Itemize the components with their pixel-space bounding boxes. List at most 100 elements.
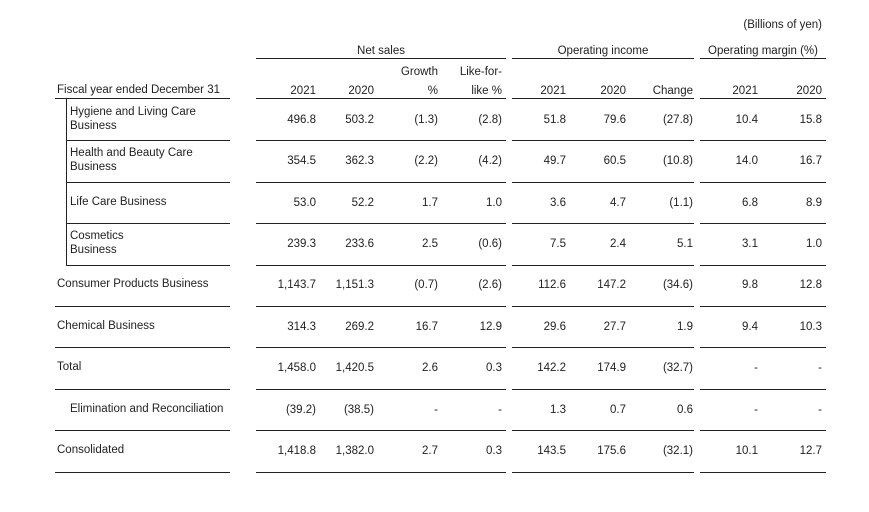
cell-lfl: - [498, 403, 502, 416]
cell-opincome-2020: 174.9 [597, 362, 626, 375]
cell-netsales-2021: 1,458.0 [277, 362, 316, 375]
cell-margin-2021: 3.1 [742, 237, 758, 250]
net-sales-underline [256, 58, 506, 59]
row-label: Cosmetics [70, 229, 124, 242]
row-rule [66, 140, 230, 141]
col-opincome-2021: 2021 [540, 85, 566, 97]
row-label: Business [70, 243, 117, 256]
cell-opincome-change: 1.9 [677, 320, 693, 333]
cell-opincome-2020: 147.2 [597, 279, 626, 292]
cell-opincome-2020: 4.7 [610, 196, 626, 209]
cell-netsales-2020: 1,151.3 [335, 279, 374, 292]
cell-margin-2020: 15.8 [799, 113, 822, 126]
row-rule [66, 182, 230, 183]
row-label: Consumer Products Business [57, 278, 209, 291]
cell-margin-2021: 14.0 [735, 155, 758, 168]
cell-margin-2021: 9.8 [742, 279, 758, 292]
header-rule-margin [700, 98, 826, 99]
cell-netsales-2020: 233.6 [345, 237, 374, 250]
row-rule [700, 347, 826, 348]
cell-opincome-2021: 142.2 [537, 362, 566, 375]
cell-opincome-change: (32.7) [662, 362, 693, 375]
cell-opincome-2020: 79.6 [603, 113, 626, 126]
row-rule [256, 306, 506, 307]
cell-opincome-2020: 60.5 [603, 155, 626, 168]
cell-opincome-2021: 49.7 [543, 155, 566, 168]
row-rule [55, 472, 230, 473]
cell-lfl: (4.2) [478, 155, 502, 168]
row-rule [700, 389, 826, 390]
col-margin-2020: 2020 [796, 85, 822, 97]
col-lfl-line1: Like-for- [459, 66, 502, 78]
cell-netsales-2021: 314.3 [287, 320, 316, 333]
cell-opincome-change: (1.1) [669, 196, 693, 209]
row-rule [512, 223, 694, 224]
header-rule-netsales [256, 98, 506, 99]
cell-netsales-2020: 269.2 [345, 320, 374, 333]
operating-margin-underline [700, 58, 826, 59]
cell-netsales-2020: 1,420.5 [335, 362, 374, 375]
cell-lfl: 0.3 [486, 362, 502, 375]
row-rule [256, 265, 506, 266]
row-rule [66, 265, 230, 266]
col-opincome-change: Change [652, 85, 693, 97]
row-label: Business [70, 119, 117, 132]
cell-lfl: 12.9 [479, 320, 502, 333]
cell-opincome-2021: 3.6 [550, 196, 566, 209]
cell-margin-2020: 12.7 [799, 444, 822, 457]
row-rule [700, 140, 826, 141]
cell-netsales-2020: 1,382.0 [335, 444, 374, 457]
operating-income-underline [512, 58, 694, 59]
row-label: Business [70, 161, 117, 174]
cell-growth: (2.2) [414, 155, 438, 168]
cell-opincome-2021: 143.5 [537, 444, 566, 457]
cell-growth: 2.6 [422, 362, 438, 375]
cell-margin-2020: 10.3 [799, 320, 822, 333]
cell-margin-2021: - [754, 362, 758, 375]
cell-netsales-2021: (39.2) [285, 403, 316, 416]
cell-margin-2021: - [754, 403, 758, 416]
cell-margin-2021: 10.1 [735, 444, 758, 457]
header-rule-label [55, 98, 230, 99]
cell-growth: (0.7) [414, 279, 438, 292]
row-rule [700, 306, 826, 307]
cell-growth: 2.5 [422, 237, 438, 250]
cell-opincome-2020: 0.7 [610, 403, 626, 416]
cell-margin-2020: 16.7 [799, 155, 822, 168]
row-rule [55, 347, 230, 348]
cell-netsales-2021: 354.5 [287, 155, 316, 168]
cell-opincome-2021: 7.5 [550, 237, 566, 250]
cell-opincome-2021: 51.8 [543, 113, 566, 126]
row-rule [700, 472, 826, 473]
cell-opincome-change: (27.8) [662, 113, 693, 126]
row-label: Health and Beauty Care [70, 147, 193, 160]
cell-netsales-2021: 239.3 [287, 237, 316, 250]
row-rule [256, 389, 506, 390]
cell-opincome-change: (10.8) [662, 155, 693, 168]
cell-lfl: 0.3 [486, 444, 502, 457]
cell-growth: (1.3) [414, 113, 438, 126]
operating-margin-group-header: Operating margin (%) [708, 45, 818, 57]
cell-margin-2021: 6.8 [742, 196, 758, 209]
row-label: Consolidated [57, 443, 125, 456]
row-rule [55, 430, 230, 431]
cell-lfl: (2.8) [478, 113, 502, 126]
cell-opincome-change: 5.1 [677, 237, 693, 250]
cell-netsales-2020: 503.2 [345, 113, 374, 126]
cell-netsales-2021: 1,143.7 [277, 279, 316, 292]
row-rule [700, 223, 826, 224]
row-rule [700, 265, 826, 266]
row-label: Hygiene and Living Care [70, 105, 196, 118]
row-rule [256, 140, 506, 141]
cell-netsales-2021: 53.0 [293, 196, 316, 209]
row-rule [256, 223, 506, 224]
cell-opincome-change: 0.6 [677, 403, 693, 416]
cell-margin-2020: 12.8 [799, 279, 822, 292]
cell-margin-2021: 9.4 [742, 320, 758, 333]
row-rule [512, 347, 694, 348]
row-rule [55, 389, 230, 390]
row-header-label: Fiscal year ended December 31 [57, 84, 220, 96]
cell-lfl: (0.6) [478, 237, 502, 250]
row-rule [256, 182, 506, 183]
cell-growth: 2.7 [422, 444, 438, 457]
